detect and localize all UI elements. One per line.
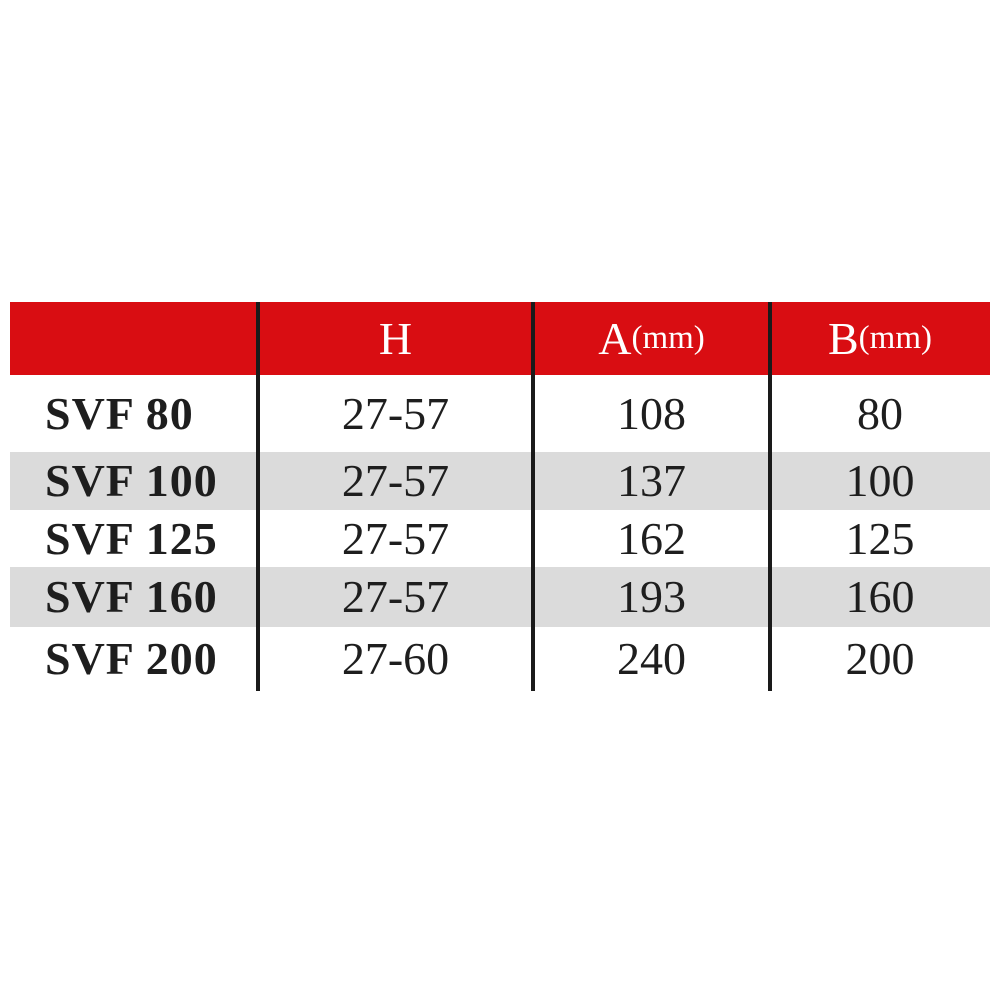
h-cell: 27-57 — [341, 512, 450, 564]
table-body: SVF 80 27-57 108 80 SVF 100 27-57 137 10… — [10, 375, 990, 691]
h-cell: 27-60 — [341, 633, 450, 684]
dimensions-table: H A (mm) B (mm) SVF 80 27-57 108 80 SVF 10… — [10, 302, 990, 691]
a-cell: 162 — [617, 512, 686, 564]
header-cell-h: H — [258, 302, 533, 375]
table-row: SVF 100 27-57 137 100 — [10, 452, 990, 510]
h-cell: 27-57 — [341, 455, 450, 506]
h-cell: 27-57 — [341, 571, 450, 622]
model-cell: SVF 80 — [45, 387, 194, 439]
table-row: SVF 200 27-60 240 200 — [10, 627, 990, 691]
b-cell: 80 — [857, 387, 903, 439]
header-unit-b: (mm) — [858, 320, 932, 356]
model-cell: SVF 125 — [45, 512, 218, 564]
table-row: SVF 160 27-57 193 160 — [10, 567, 990, 627]
header-cell-b: B (mm) — [770, 302, 990, 375]
model-cell: SVF 160 — [45, 571, 218, 622]
table-row: SVF 80 27-57 108 80 — [10, 375, 990, 452]
b-cell: 100 — [845, 455, 915, 506]
model-cell: SVF 200 — [45, 633, 218, 684]
column-divider — [768, 302, 772, 691]
column-divider — [256, 302, 260, 691]
header-label-b: B — [827, 312, 859, 364]
a-cell: 193 — [617, 571, 686, 622]
b-cell: 160 — [845, 571, 915, 622]
a-cell: 240 — [617, 633, 686, 684]
a-cell: 137 — [617, 455, 686, 506]
b-cell: 125 — [845, 512, 915, 564]
h-cell: 27-57 — [341, 387, 450, 439]
a-cell: 108 — [617, 387, 686, 439]
table-row: SVF 125 27-57 162 125 — [10, 510, 990, 567]
header-cell-a: A (mm) — [533, 302, 770, 375]
header-cell-model — [10, 302, 258, 375]
b-cell: 200 — [845, 633, 915, 684]
column-divider — [531, 302, 535, 691]
table-header-row: H A (mm) B (mm) — [10, 302, 990, 375]
header-unit-a: (mm) — [631, 320, 705, 356]
model-cell: SVF 100 — [45, 455, 218, 506]
header-label-h: H — [378, 312, 413, 364]
header-label-a: A — [598, 312, 632, 364]
